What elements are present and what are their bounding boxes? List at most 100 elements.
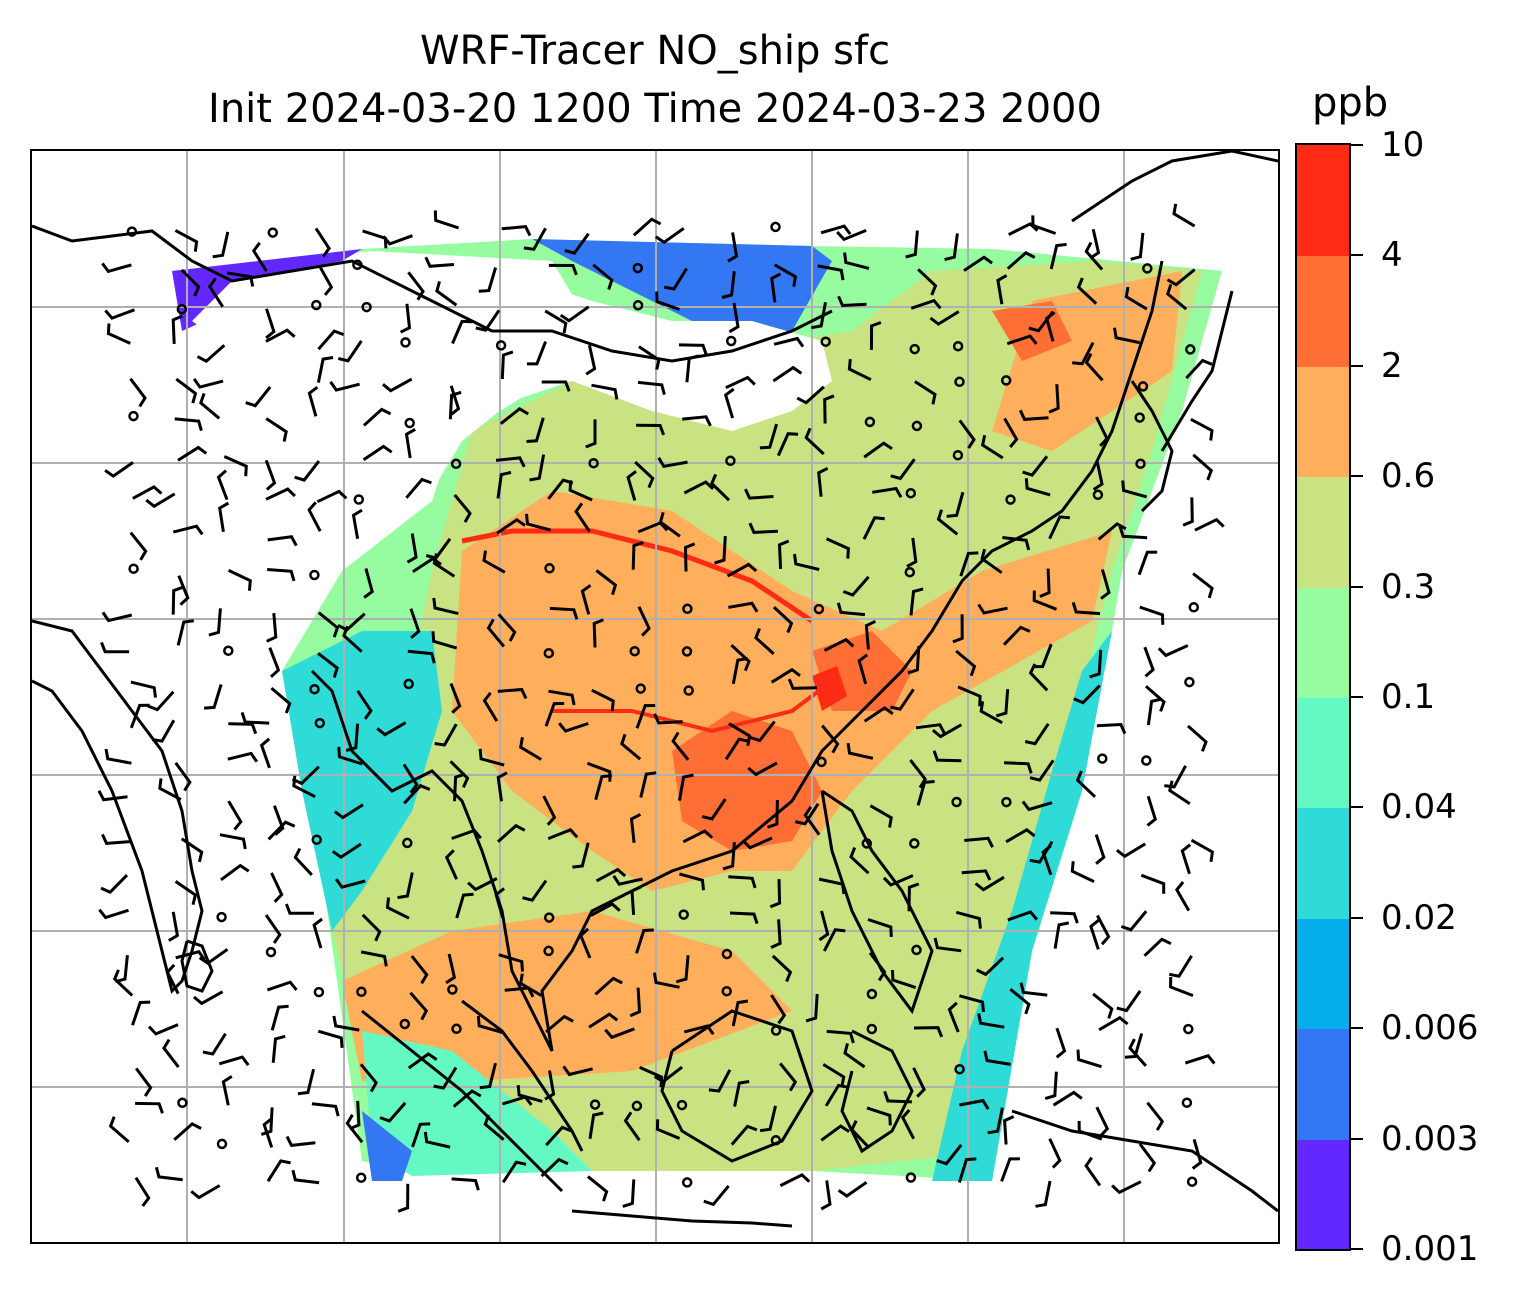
- wind-barb: [265, 308, 276, 340]
- calm-wind-circle: [353, 494, 365, 505]
- wind-barb: [496, 517, 526, 535]
- wind-barb: [837, 295, 867, 308]
- wind-barb: [529, 454, 546, 482]
- wind-barb: [805, 993, 819, 1023]
- calm-wind-circle: [1141, 755, 1152, 766]
- wind-barb: [1002, 625, 1031, 646]
- wind-barb: [963, 255, 993, 272]
- wind-barb: [817, 466, 829, 497]
- wind-barb: [548, 689, 576, 706]
- wind-barb: [983, 1050, 1011, 1066]
- wind-barb: [678, 773, 694, 801]
- wind-barb: [171, 314, 183, 344]
- wind-barb: [547, 828, 579, 840]
- wind-barb: [959, 994, 985, 1013]
- field-edge-very-low-north-2: [532, 239, 832, 341]
- wind-barb: [433, 210, 460, 230]
- wind-barb: [177, 445, 208, 462]
- wind-barb: [268, 647, 281, 678]
- wind-barb: [498, 953, 524, 972]
- wind-barb: [730, 1124, 758, 1146]
- colorbar-bin: [1297, 586, 1349, 698]
- wind-barb: [794, 802, 820, 826]
- wind-barb: [267, 820, 296, 841]
- wind-barb: [478, 748, 505, 767]
- calm-wind-circle: [1000, 375, 1012, 386]
- wind-barb: [207, 277, 224, 308]
- wind-barb: [451, 1177, 480, 1191]
- calm-wind-circle: [544, 563, 555, 574]
- coastline-sulawesi: [840, 1029, 914, 1154]
- wind-barb: [129, 377, 147, 408]
- wind-barb: [431, 631, 458, 650]
- wind-barb: [519, 737, 542, 761]
- wind-barb: [1089, 228, 1101, 260]
- wind-barb: [1145, 685, 1166, 712]
- wind-barb: [345, 723, 360, 752]
- wind-barb: [220, 863, 250, 882]
- calm-wind-circle: [770, 221, 781, 233]
- wind-barb: [453, 493, 472, 523]
- calm-wind-circle: [216, 1138, 228, 1150]
- wind-barb: [501, 225, 532, 237]
- wind-barb: [636, 423, 666, 436]
- field-peak-streak-2: [552, 679, 834, 734]
- wind-barb: [265, 417, 288, 442]
- wind-barb: [909, 587, 924, 616]
- colorbar-tick-label: 0.003: [1381, 1118, 1479, 1159]
- wind-barb: [714, 536, 727, 565]
- wind-barb: [410, 955, 429, 985]
- wind-barb: [291, 1169, 320, 1185]
- wind-barb: [266, 1159, 291, 1183]
- calm-wind-circle: [909, 838, 920, 849]
- wind-barb: [685, 354, 700, 383]
- wind-barb: [916, 780, 935, 806]
- wind-barb: [228, 722, 258, 735]
- wind-barb: [1124, 1033, 1144, 1059]
- wind-barb: [104, 748, 132, 765]
- colorbar-tick-label: 0.006: [1381, 1008, 1479, 1049]
- calm-wind-circle: [631, 1100, 643, 1112]
- calm-wind-circle: [954, 1063, 965, 1075]
- wind-barb: [1168, 955, 1193, 978]
- calm-wind-circle: [725, 455, 736, 467]
- wind-barb: [1191, 1138, 1203, 1170]
- wind-barb: [744, 488, 774, 500]
- wind-barb: [663, 267, 688, 291]
- calm-wind-circle: [355, 1172, 367, 1183]
- calm-wind-circle: [682, 603, 693, 615]
- calm-wind-circle: [311, 834, 322, 845]
- wind-barb: [588, 1111, 604, 1140]
- colorbar-tick: [1351, 696, 1363, 698]
- wind-barb: [843, 252, 870, 270]
- wind-barb: [1121, 480, 1148, 499]
- wind-barb: [909, 759, 928, 789]
- wind-barb: [947, 1001, 960, 1033]
- wind-barb: [467, 877, 498, 892]
- wind-barb: [823, 637, 855, 652]
- wind-barb: [1100, 569, 1111, 600]
- calm-wind-circle: [361, 301, 372, 313]
- wind-barb: [1096, 722, 1127, 735]
- wind-barb: [451, 319, 473, 345]
- wind-barb: [361, 913, 382, 942]
- wind-barb: [655, 1119, 681, 1140]
- wind-barb: [542, 795, 557, 826]
- wind-barb: [497, 687, 528, 700]
- calm-wind-circle: [450, 458, 462, 470]
- wind-barb: [101, 833, 131, 845]
- wind-barb: [356, 689, 373, 720]
- wind-barb: [1187, 724, 1208, 752]
- colorbar-tick: [1351, 1137, 1363, 1140]
- wind-barb: [266, 612, 278, 643]
- wind-barb: [151, 719, 176, 743]
- calm-wind-circle: [223, 645, 234, 656]
- wind-barb: [592, 618, 604, 648]
- wind-barb: [725, 375, 756, 390]
- wind-barb: [1180, 843, 1192, 875]
- wind-barb: [423, 1131, 451, 1149]
- wind-barb: [564, 232, 590, 255]
- wind-barb: [203, 684, 223, 710]
- calm-wind-circle: [1183, 1023, 1194, 1035]
- wind-barb: [586, 761, 612, 782]
